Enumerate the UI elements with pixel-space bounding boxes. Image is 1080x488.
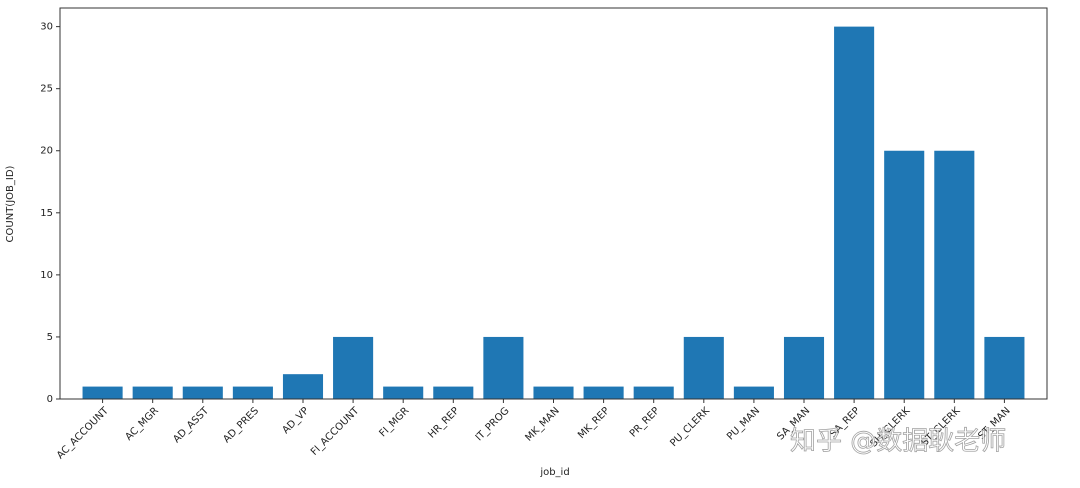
x-tick-label: AC_MGR [123,405,160,442]
bar [333,336,374,399]
x-tick-label: AD_PRES [221,405,261,445]
bar [834,26,875,399]
y-tick-label: 25 [40,84,53,95]
x-tick-label: HR_REP [426,405,461,440]
watermark: 知乎 @数据耿老师 [790,427,1006,457]
x-tick-label: MK_MAN [523,405,561,443]
x-tick-label: AD_ASST [171,405,211,445]
bar [934,150,975,399]
x-axis-label: job_id [539,467,569,478]
bar [733,386,774,399]
x-tick-label: AC_ACCOUNT [55,405,112,462]
bar [633,386,674,399]
bar [282,374,324,399]
x-tick-label: PU_CLERK [668,405,712,449]
bar [483,336,524,399]
bar [683,336,724,399]
bar [232,386,273,399]
bar [984,336,1025,399]
x-tick-label: PU_MAN [725,405,762,442]
bar [533,386,574,399]
x-tick-label: AD_VP [281,405,312,436]
x-tick-label: PR_REP [628,405,662,439]
bar [182,386,223,399]
plot-frame [59,7,1048,400]
y-tick-label: 0 [47,394,53,405]
y-axis-label: COUNT(JOB_ID) [5,165,16,242]
y-tick-label: 30 [40,22,53,33]
y-tick-label: 20 [40,146,53,157]
x-tick-label: MK_REP [576,405,612,441]
x-tick-label: FI_ACCOUNT [309,405,362,458]
bar [783,336,825,399]
bar [132,386,173,399]
y-tick-label: 15 [40,208,53,219]
bar [82,386,123,399]
bar [583,386,624,399]
bar [433,386,474,399]
y-tick-label: 10 [40,270,53,281]
x-tick-label: FI_MGR [377,405,411,439]
bar [383,386,424,399]
y-tick-label: 5 [47,332,53,343]
bar [884,150,925,399]
x-tick-label: IT_PROG [474,405,512,443]
